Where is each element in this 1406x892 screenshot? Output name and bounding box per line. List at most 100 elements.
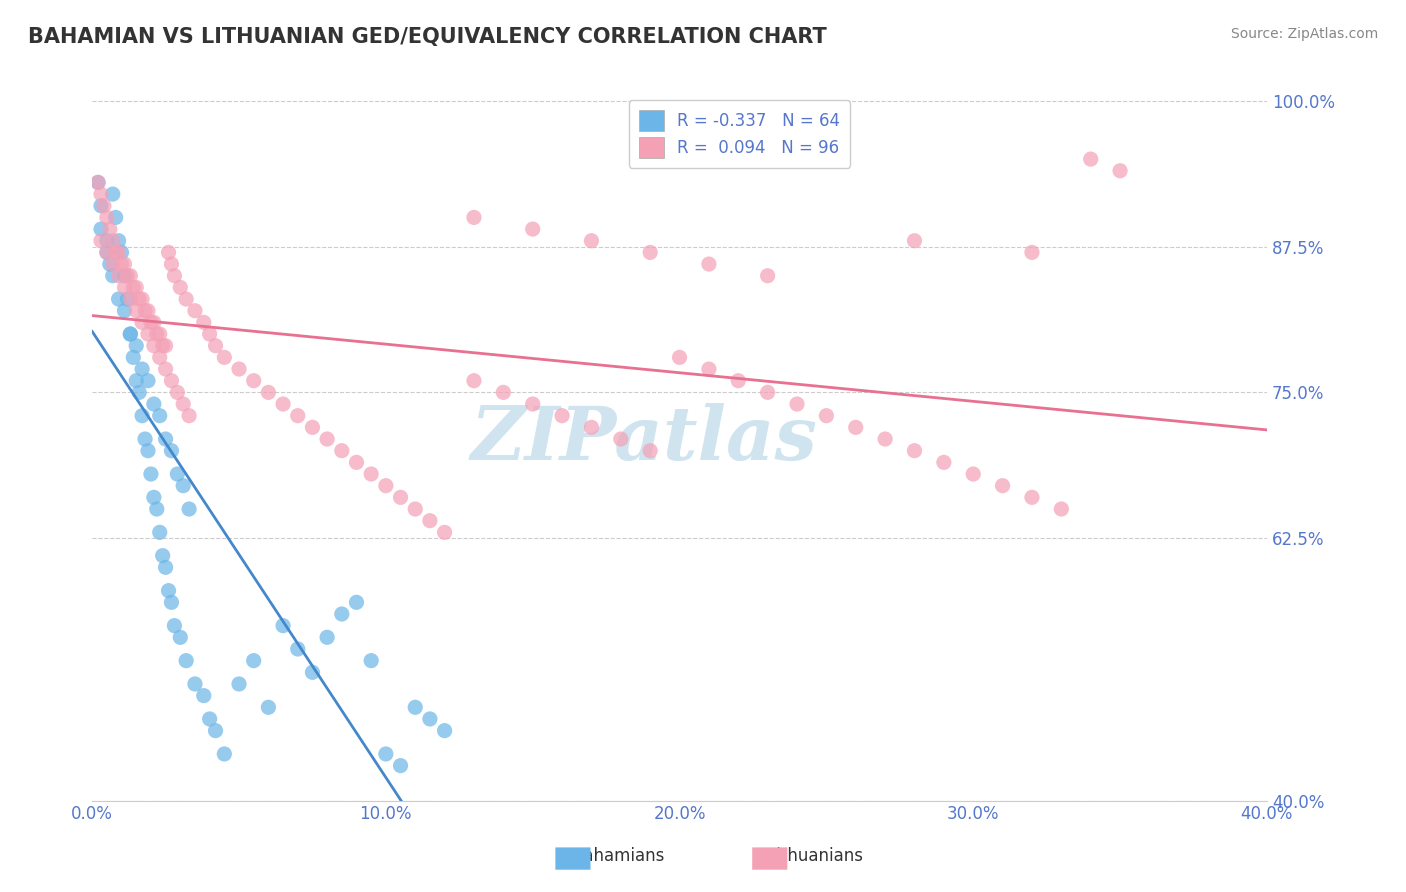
Point	[107, 268, 129, 283]
Point	[174, 654, 197, 668]
Point	[346, 455, 368, 469]
Point	[101, 257, 124, 271]
Text: Bahamians: Bahamians	[572, 847, 665, 865]
Point	[87, 176, 110, 190]
Point	[142, 397, 165, 411]
Point	[152, 549, 174, 563]
Point	[101, 268, 124, 283]
Point	[1050, 502, 1073, 516]
Point	[155, 560, 177, 574]
Point	[131, 292, 153, 306]
Point	[727, 374, 749, 388]
Point	[389, 758, 412, 772]
Point	[875, 432, 897, 446]
Point	[360, 467, 382, 481]
Point	[104, 211, 127, 225]
Point	[90, 199, 112, 213]
Point	[374, 747, 396, 761]
Point	[845, 420, 868, 434]
Point	[90, 222, 112, 236]
Point	[346, 595, 368, 609]
Point	[149, 351, 172, 365]
Point	[172, 397, 194, 411]
Point	[136, 326, 159, 341]
Point	[756, 268, 779, 283]
Point	[87, 176, 110, 190]
Point	[463, 374, 485, 388]
Point	[117, 292, 139, 306]
Point	[122, 280, 145, 294]
Point	[166, 385, 188, 400]
Point	[228, 677, 250, 691]
Point	[101, 234, 124, 248]
Point	[125, 280, 148, 294]
Point	[142, 491, 165, 505]
Point	[1021, 491, 1043, 505]
Point	[120, 326, 142, 341]
Point	[96, 211, 118, 225]
Point	[301, 665, 323, 680]
Point	[96, 245, 118, 260]
Point	[242, 374, 264, 388]
Point	[204, 723, 226, 738]
Point	[131, 362, 153, 376]
Point	[131, 409, 153, 423]
Point	[134, 432, 156, 446]
Point	[198, 326, 221, 341]
Point	[184, 677, 207, 691]
Point	[136, 443, 159, 458]
Point	[157, 583, 180, 598]
Point	[114, 268, 136, 283]
Point	[110, 245, 132, 260]
Point	[120, 292, 142, 306]
Point	[257, 385, 280, 400]
Point	[142, 339, 165, 353]
Point	[136, 374, 159, 388]
Point	[98, 257, 121, 271]
Point	[169, 630, 191, 644]
Point	[160, 374, 183, 388]
Point	[172, 478, 194, 492]
Point	[522, 397, 544, 411]
Point	[122, 351, 145, 365]
Point	[581, 234, 603, 248]
Point	[120, 268, 142, 283]
Point	[330, 443, 353, 458]
Point	[134, 303, 156, 318]
Point	[139, 467, 162, 481]
Point	[316, 630, 339, 644]
Text: Lithuanians: Lithuanians	[768, 847, 863, 865]
Point	[193, 689, 215, 703]
Point	[214, 351, 236, 365]
Point	[610, 432, 633, 446]
Point	[90, 234, 112, 248]
Point	[114, 280, 136, 294]
Point	[522, 222, 544, 236]
Point	[131, 315, 153, 329]
Point	[125, 339, 148, 353]
Point	[193, 315, 215, 329]
Text: BAHAMIAN VS LITHUANIAN GED/EQUIVALENCY CORRELATION CHART: BAHAMIAN VS LITHUANIAN GED/EQUIVALENCY C…	[28, 27, 827, 46]
Text: Source: ZipAtlas.com: Source: ZipAtlas.com	[1230, 27, 1378, 41]
Point	[551, 409, 574, 423]
Point	[114, 303, 136, 318]
Point	[128, 292, 150, 306]
Point	[404, 700, 426, 714]
Point	[903, 443, 925, 458]
Point	[155, 339, 177, 353]
Point	[139, 315, 162, 329]
Point	[101, 187, 124, 202]
Point	[160, 443, 183, 458]
Point	[991, 478, 1014, 492]
Point	[177, 502, 200, 516]
Point	[492, 385, 515, 400]
Legend: R = -0.337   N = 64, R =  0.094   N = 96: R = -0.337 N = 64, R = 0.094 N = 96	[628, 100, 851, 168]
Point	[1080, 152, 1102, 166]
Point	[160, 595, 183, 609]
Point	[316, 432, 339, 446]
Point	[177, 409, 200, 423]
Point	[287, 409, 309, 423]
Point	[360, 654, 382, 668]
Point	[204, 339, 226, 353]
Point	[330, 607, 353, 621]
